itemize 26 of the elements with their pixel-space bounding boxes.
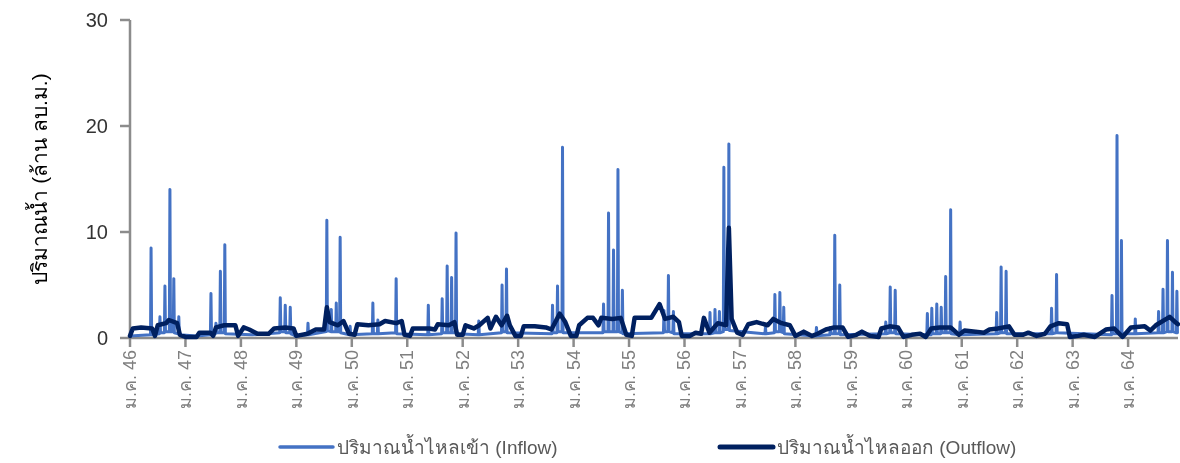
legend-label: ปริมาณน้ำไหลเข้า (Inflow) [337, 434, 558, 458]
x-tick-label: ม.ค. 59 [840, 350, 861, 410]
x-tick-label: ม.ค. 64 [1118, 350, 1139, 410]
x-tick-label: ม.ค. 49 [286, 350, 307, 410]
legend-label: ปริมาณน้ำไหลออก (Outflow) [777, 434, 1017, 458]
x-tick-label: ม.ค. 63 [1062, 350, 1083, 410]
x-tick-label: ม.ค. 52 [452, 350, 473, 410]
x-tick-label: ม.ค. 54 [563, 350, 584, 410]
x-tick-label: ม.ค. 50 [341, 350, 362, 410]
x-tick-label: ม.ค. 51 [397, 350, 418, 410]
y-tick-label: 10 [85, 221, 108, 243]
y-axis-title: ปริมาณน้ำ (ล้าน ลบ.ม.) [25, 73, 51, 285]
x-tick-label: ม.ค. 55 [619, 350, 640, 410]
x-tick-label: ม.ค. 46 [120, 350, 140, 410]
y-tick-label: 20 [85, 115, 108, 137]
x-tick-label: ม.ค. 47 [175, 350, 196, 410]
x-tick-label: ม.ค. 56 [674, 350, 695, 410]
x-tick-label: ม.ค. 62 [1007, 350, 1028, 410]
x-tick-label: ม.ค. 61 [951, 350, 972, 410]
y-tick-label: 30 [85, 9, 108, 31]
x-tick-label: ม.ค. 57 [729, 350, 750, 410]
x-tick-label: ม.ค. 58 [785, 350, 806, 410]
x-tick-label: ม.ค. 53 [508, 350, 529, 410]
y-tick-label: 0 [96, 327, 108, 349]
x-tick-label: ม.ค. 48 [230, 350, 251, 410]
x-tick-label: ม.ค. 60 [896, 350, 917, 410]
